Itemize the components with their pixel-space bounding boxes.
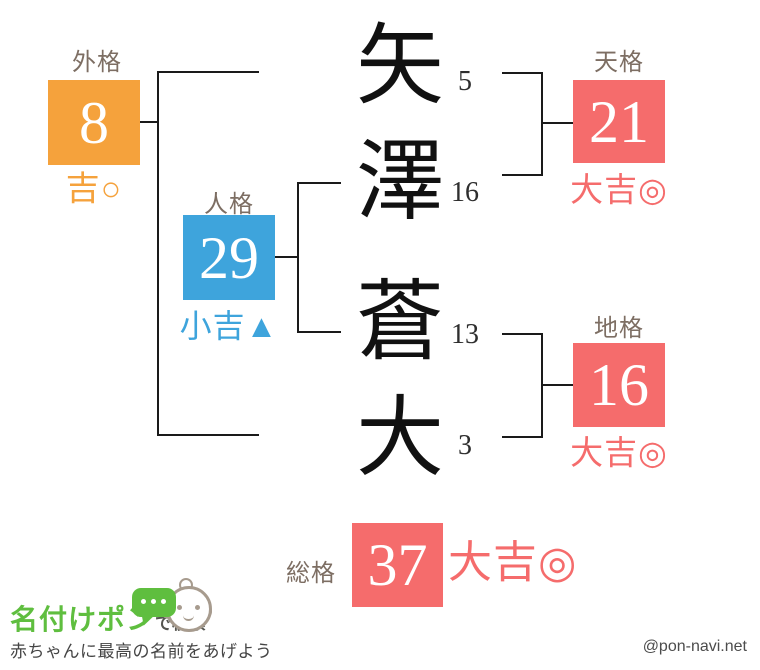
speech-bubble-tail-icon bbox=[138, 613, 154, 628]
gaikaku-bracket-vertical bbox=[157, 71, 159, 436]
chikaku-value-box: 16 bbox=[573, 343, 665, 427]
bubble-dot-icon bbox=[161, 599, 166, 604]
bubble-dot-icon bbox=[151, 599, 156, 604]
tenkaku-bracket-top bbox=[502, 72, 543, 74]
gaikaku-value-box: 8 bbox=[48, 80, 140, 165]
name-char-3: 蒼 bbox=[355, 275, 444, 372]
tenkaku-bracket-vertical bbox=[541, 72, 543, 176]
stroke-count-2: 16 bbox=[451, 177, 479, 208]
baby-right-eye-icon bbox=[195, 605, 200, 610]
logo-main-text: 名付けポン bbox=[10, 604, 156, 635]
tenkaku-label: 天格 bbox=[594, 49, 644, 76]
bubble-dot-icon bbox=[141, 599, 146, 604]
gaikaku-label: 外格 bbox=[72, 49, 122, 76]
gaikaku-bracket-bottom bbox=[157, 434, 259, 436]
tenkaku-value-box: 21 bbox=[573, 80, 665, 163]
jinkaku-box-connector bbox=[275, 256, 298, 258]
chikaku-bracket-bottom bbox=[502, 436, 543, 438]
name-char-2: 澤 bbox=[355, 135, 444, 232]
soukaku-label: 総格 bbox=[286, 560, 336, 587]
tenkaku-box-connector bbox=[542, 122, 573, 124]
gaikaku-fortune: 吉○ bbox=[65, 171, 123, 208]
chikaku-box-connector bbox=[542, 384, 573, 386]
baby-mouth-icon bbox=[183, 612, 194, 621]
soukaku-value-box: 37 bbox=[352, 523, 443, 607]
tenkaku-value: 21 bbox=[589, 88, 649, 155]
jinkaku-bracket-top bbox=[297, 182, 341, 184]
jinkaku-label: 人格 bbox=[204, 191, 254, 218]
jinkaku-value-box: 29 bbox=[183, 215, 275, 300]
chikaku-value: 16 bbox=[589, 352, 649, 418]
name-char-4: 大 bbox=[355, 391, 444, 488]
gaikaku-value: 8 bbox=[79, 89, 109, 156]
site-credit: @pon-navi.net bbox=[642, 638, 747, 655]
stroke-count-3: 13 bbox=[451, 319, 479, 350]
gaikaku-box-connector bbox=[140, 121, 158, 123]
chikaku-fortune: 大吉◎ bbox=[570, 436, 668, 472]
jinkaku-fortune: 小吉▲ bbox=[179, 308, 279, 344]
chikaku-bracket-top bbox=[502, 333, 543, 335]
jinkaku-bracket-bottom bbox=[297, 331, 341, 333]
chikaku-label: 地格 bbox=[594, 315, 644, 342]
stroke-count-4: 3 bbox=[458, 430, 472, 461]
soukaku-value: 37 bbox=[367, 532, 428, 598]
speech-bubble-icon bbox=[132, 588, 176, 617]
jinkaku-bracket-vertical bbox=[297, 182, 299, 333]
logo-icon bbox=[128, 576, 238, 638]
soukaku-fortune: 大吉◎ bbox=[448, 538, 578, 587]
name-char-1: 矢 bbox=[355, 19, 444, 116]
tenkaku-fortune: 大吉◎ bbox=[570, 173, 668, 209]
gaikaku-bracket-top bbox=[157, 71, 259, 73]
baby-left-eye-icon bbox=[177, 605, 182, 610]
tenkaku-bracket-bottom bbox=[502, 174, 543, 176]
jinkaku-value: 29 bbox=[199, 224, 259, 291]
stroke-count-1: 5 bbox=[458, 66, 472, 97]
logo-tagline: 赤ちゃんに最高の名前をあげよう bbox=[10, 642, 273, 661]
